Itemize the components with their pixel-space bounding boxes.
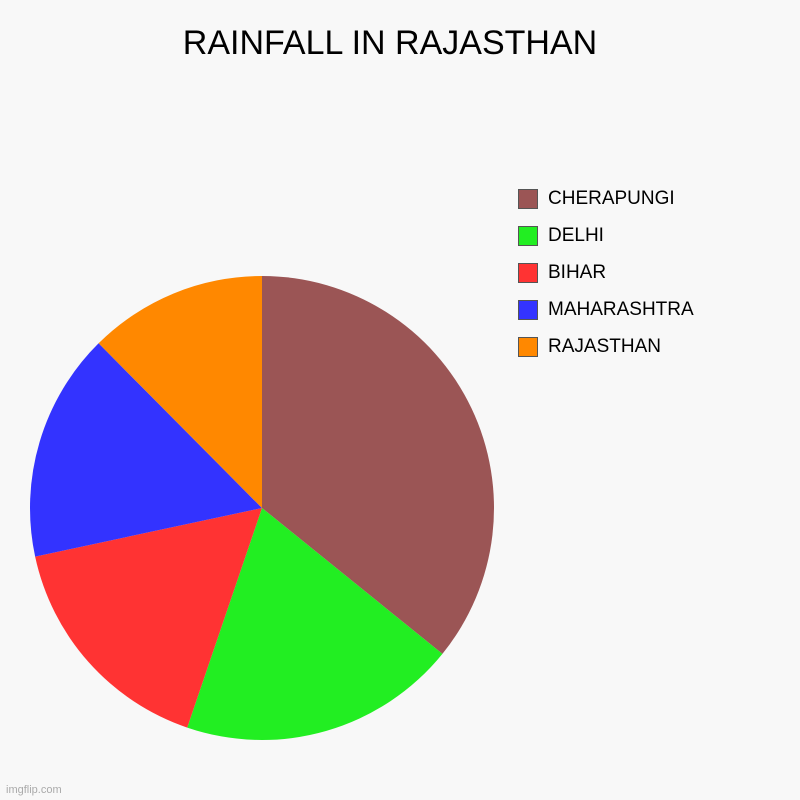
legend: CHERAPUNGI DELHI BIHAR MAHARASHTRA RAJAS…	[518, 180, 694, 365]
legend-swatch	[518, 299, 538, 320]
legend-label: MAHARASHTRA	[548, 298, 694, 320]
watermark: imgflip.com	[6, 784, 62, 796]
pie-slice-delhi	[187, 508, 443, 740]
legend-item-rajasthan: RAJASTHAN	[518, 328, 694, 365]
legend-item-delhi: DELHI	[518, 217, 694, 254]
legend-swatch	[518, 262, 538, 283]
pie-slice-cherapungi	[262, 276, 494, 654]
legend-swatch	[518, 225, 538, 246]
legend-label: BIHAR	[548, 261, 607, 283]
legend-item-bihar: BIHAR	[518, 254, 694, 291]
legend-label: DELHI	[548, 224, 604, 246]
legend-label: RAJASTHAN	[548, 335, 661, 357]
legend-label: CHERAPUNGI	[548, 187, 675, 209]
pie-slice-maharashtra	[29, 343, 263, 557]
legend-swatch	[518, 336, 538, 357]
pie-slice-bihar	[35, 508, 263, 728]
legend-swatch	[518, 188, 538, 209]
pie-slice-rajasthan	[98, 276, 262, 508]
legend-item-cherapungi: CHERAPUNGI	[518, 180, 694, 217]
chart-title: RAINFALL IN RAJASTHAN	[182, 24, 598, 62]
legend-item-maharashtra: MAHARASHTRA	[518, 291, 694, 328]
